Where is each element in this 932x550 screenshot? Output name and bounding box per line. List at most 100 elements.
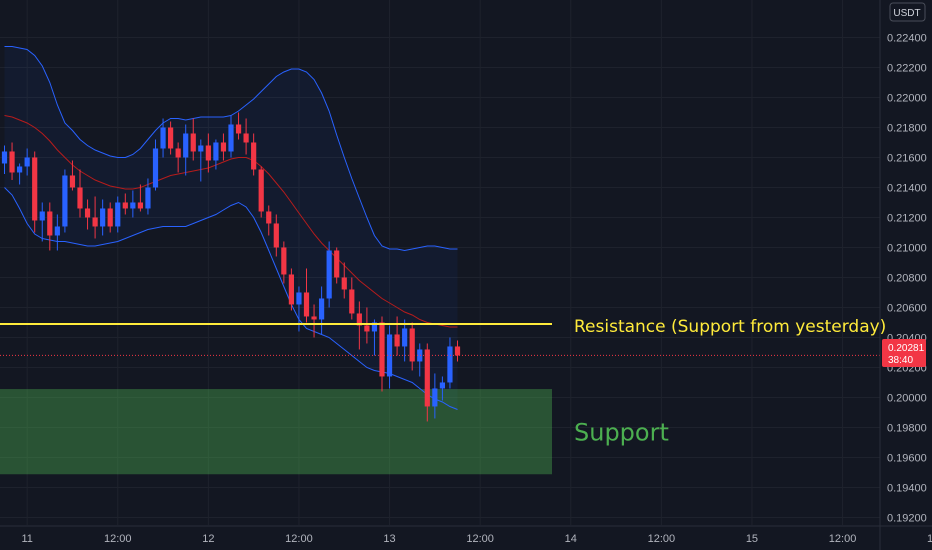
time-tick-label: 12 <box>202 533 214 545</box>
candle[interactable] <box>319 286 325 335</box>
candle[interactable] <box>168 121 174 155</box>
candle[interactable] <box>39 202 45 242</box>
candle[interactable] <box>122 193 128 215</box>
candle[interactable] <box>439 376 445 401</box>
candle[interactable] <box>100 199 106 236</box>
candle[interactable] <box>32 151 38 233</box>
price-axis[interactable]: 0.22400 0.22200 0.22000 0.21800 0.21600 0.214… <box>879 0 927 550</box>
candle[interactable] <box>417 343 423 377</box>
price-tick-label: 0.21400 <box>887 182 927 194</box>
time-tick-label: 14 <box>565 533 577 545</box>
candle[interactable] <box>334 247 340 284</box>
candle[interactable] <box>341 262 347 299</box>
candle[interactable] <box>326 241 332 308</box>
candle-body <box>311 316 317 320</box>
candle[interactable] <box>47 202 53 251</box>
candle[interactable] <box>454 340 461 362</box>
candle[interactable] <box>1 145 8 174</box>
candle-body <box>432 388 438 407</box>
candle[interactable] <box>152 139 159 191</box>
candle[interactable] <box>205 133 211 173</box>
candle[interactable] <box>130 190 136 218</box>
candle[interactable] <box>115 196 121 233</box>
candle-body <box>356 313 362 326</box>
candle[interactable] <box>17 163 23 185</box>
candle-body <box>220 142 227 152</box>
time-tick-label: 13 <box>383 533 395 545</box>
candle[interactable] <box>379 316 385 392</box>
candle[interactable] <box>356 301 362 350</box>
candle[interactable] <box>190 118 196 161</box>
candle[interactable] <box>24 148 30 176</box>
candle[interactable] <box>54 214 60 251</box>
candle-body <box>24 157 30 167</box>
candle[interactable] <box>266 205 272 236</box>
candle[interactable] <box>92 196 98 239</box>
candle[interactable] <box>364 307 370 344</box>
candle[interactable] <box>281 241 287 284</box>
candle-body <box>9 151 15 173</box>
candle[interactable] <box>228 115 234 158</box>
candle[interactable] <box>145 178 151 215</box>
candle-body <box>130 202 136 209</box>
candle[interactable] <box>84 199 91 230</box>
candle-body <box>326 250 332 299</box>
candle-body <box>454 346 461 356</box>
candle[interactable] <box>235 112 242 140</box>
support-zone-group <box>0 389 552 475</box>
candle[interactable] <box>251 133 257 176</box>
candle[interactable] <box>386 325 393 389</box>
candle[interactable] <box>424 343 430 422</box>
time-axis[interactable]: 11 12:00 12 12:00 13 12:00 14 12:00 15 12:00 16 <box>0 525 932 545</box>
candle-body <box>251 142 257 170</box>
candle-body <box>379 322 385 377</box>
candle[interactable] <box>198 139 204 182</box>
candle-body <box>100 208 106 227</box>
candle-body <box>266 211 272 224</box>
candle-body <box>235 124 242 134</box>
candle-body <box>349 289 355 314</box>
candle[interactable] <box>137 184 143 212</box>
price-tick-label: 0.22400 <box>887 32 927 44</box>
price-tick-label: 0.21000 <box>887 242 927 254</box>
candle[interactable] <box>243 118 249 155</box>
candle-body <box>84 208 91 218</box>
candle-body <box>190 133 196 152</box>
candle[interactable] <box>432 373 438 419</box>
candle[interactable] <box>9 142 15 180</box>
candle[interactable] <box>77 169 83 218</box>
candle[interactable] <box>69 160 76 191</box>
candle[interactable] <box>107 202 113 233</box>
candle[interactable] <box>447 337 453 389</box>
support-zone[interactable] <box>0 389 552 475</box>
candle[interactable] <box>183 124 189 176</box>
price-tick-label: 0.20000 <box>887 392 927 404</box>
candle[interactable] <box>273 214 279 257</box>
candle[interactable] <box>62 169 68 233</box>
candle[interactable] <box>402 319 408 362</box>
candle[interactable] <box>213 139 219 170</box>
candles[interactable] <box>1 112 461 422</box>
candle[interactable] <box>371 319 378 356</box>
candle-body <box>175 148 181 158</box>
candle-body <box>168 127 174 149</box>
candle-body <box>424 349 430 407</box>
candle[interactable] <box>303 268 310 323</box>
currency-badge[interactable]: USDT <box>889 2 926 22</box>
candle-body <box>228 124 234 152</box>
candle[interactable] <box>160 118 166 158</box>
current-price-value: 0.20281 <box>888 343 925 354</box>
candle-body <box>371 322 378 332</box>
candle[interactable] <box>220 133 227 161</box>
candle[interactable] <box>175 142 181 173</box>
candle[interactable] <box>258 166 264 218</box>
candle[interactable] <box>409 322 415 371</box>
candle[interactable] <box>349 277 355 320</box>
candle[interactable] <box>311 304 317 338</box>
candle-body <box>92 217 98 227</box>
candle-body <box>137 202 143 209</box>
candle-body <box>17 166 23 173</box>
candle[interactable] <box>288 268 294 311</box>
candle-body <box>409 328 415 362</box>
